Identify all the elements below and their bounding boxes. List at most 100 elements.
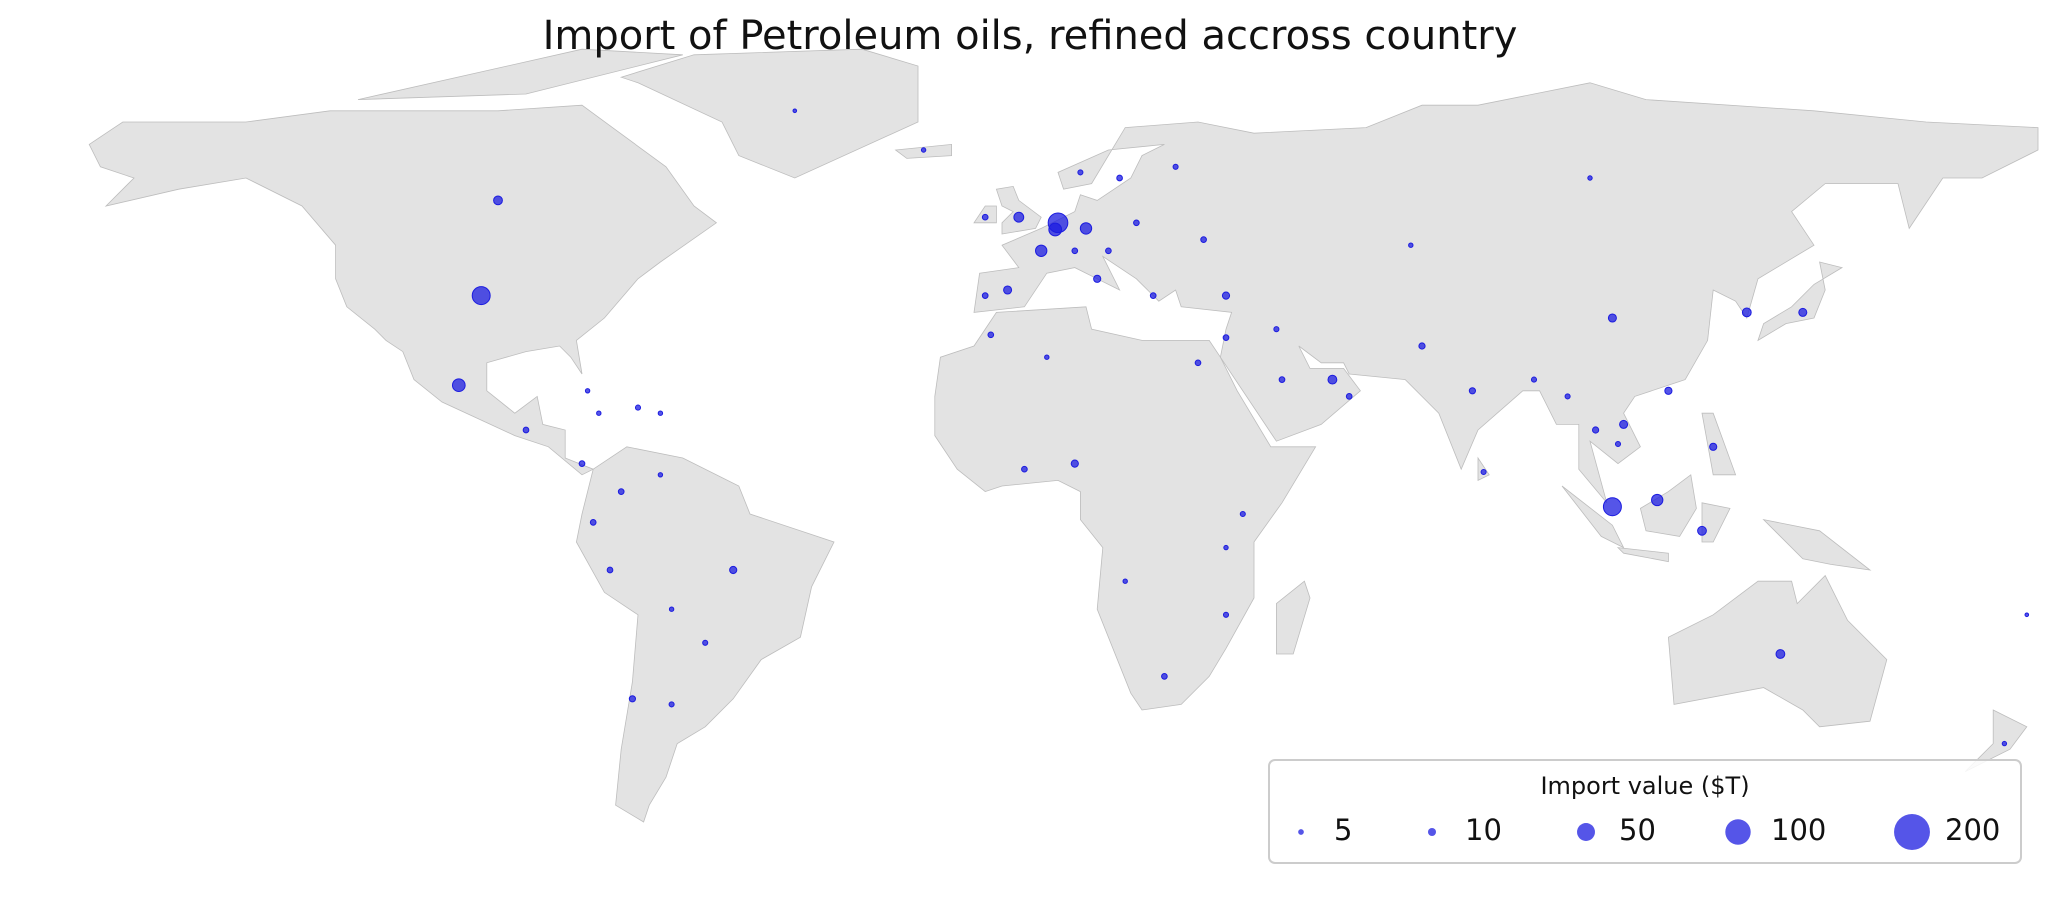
bubble (1223, 544, 1229, 551)
bubble (1071, 247, 1079, 255)
bubble (702, 639, 709, 646)
bubble (1408, 242, 1414, 248)
bubble (1105, 247, 1112, 255)
land-shape (995, 185, 1042, 235)
bubble (668, 606, 675, 612)
bubble (578, 460, 586, 467)
land-shape (1276, 580, 1311, 655)
land-shape (973, 82, 2039, 504)
bubble (668, 701, 675, 708)
bubble (1591, 426, 1600, 434)
bubble (1614, 440, 1622, 448)
bubble (1619, 419, 1629, 429)
land-shape (934, 306, 1317, 711)
land-shape (357, 48, 683, 100)
legend-bubble (1894, 814, 1930, 850)
bubble (1602, 497, 1622, 517)
bubble (1468, 387, 1477, 395)
bubble (1607, 313, 1617, 323)
legend-bubble (1298, 829, 1304, 835)
land-shape (619, 48, 919, 179)
bubble (634, 404, 642, 411)
bubble (1697, 525, 1707, 536)
legend-label: 100 (1771, 813, 1826, 847)
bubble (981, 213, 989, 221)
bubble (1741, 307, 1752, 318)
legend-bubble (1427, 827, 1437, 837)
bubble (1327, 374, 1338, 385)
bubble (1530, 376, 1538, 383)
bubble (628, 695, 637, 703)
land-shape (1639, 474, 1697, 537)
bubble (792, 108, 798, 114)
bubble (1480, 468, 1487, 476)
bubble (451, 378, 466, 393)
bubble (1221, 291, 1231, 300)
bubble (1003, 285, 1013, 295)
bubble (657, 472, 664, 478)
legend-label: 10 (1465, 813, 1502, 847)
bubble (1044, 354, 1050, 360)
bubble (2001, 740, 2008, 747)
bubble (1345, 393, 1353, 400)
land-shape (575, 446, 835, 823)
bubble (1278, 376, 1286, 383)
land-shape (1701, 412, 1737, 476)
bubble (1194, 359, 1202, 367)
bubble (471, 286, 491, 306)
bubble (1564, 393, 1571, 400)
bubble (1798, 307, 1808, 317)
legend-label: 5 (1334, 813, 1352, 847)
legend-label: 50 (1619, 813, 1656, 847)
bubble (1048, 222, 1063, 237)
bubble (1013, 211, 1025, 223)
land-shape (1616, 547, 1669, 563)
bubble (1070, 459, 1079, 468)
bubble (1587, 175, 1593, 181)
bubble (589, 519, 597, 526)
bubble (1664, 386, 1673, 395)
bubble (1122, 578, 1128, 584)
bubble (1079, 222, 1093, 235)
land (88, 48, 2039, 823)
bubble (1133, 219, 1140, 227)
bubble (1035, 244, 1048, 257)
legend-title: Import value ($T) (1540, 772, 1749, 800)
land-shape (88, 104, 718, 476)
chart-title: Import of Petroleum oils, refined accros… (543, 13, 1518, 59)
bubble (522, 426, 530, 434)
legend-box (1268, 759, 2022, 864)
bubble (1273, 326, 1280, 333)
bubble (1775, 649, 1786, 659)
bubble (981, 292, 989, 299)
bubble (657, 410, 664, 416)
legend-label: 200 (1945, 813, 2000, 847)
legend-bubble (1577, 823, 1595, 841)
bubble (617, 488, 625, 495)
bubble (1222, 334, 1230, 341)
land-shape (1701, 502, 1731, 543)
bubble (2024, 612, 2030, 618)
bubble (1239, 510, 1246, 518)
bubble (1161, 673, 1168, 680)
bubble (493, 195, 503, 206)
bubble (1077, 169, 1084, 176)
bubble (584, 388, 591, 394)
bubble (1149, 292, 1157, 299)
bubble (1651, 493, 1664, 507)
bubble (596, 410, 602, 416)
bubble (920, 147, 927, 153)
bubble (1222, 611, 1230, 618)
bubble (1418, 342, 1426, 350)
bubble (1093, 274, 1102, 283)
bubble (1116, 174, 1123, 182)
bubble (1172, 163, 1179, 170)
bubble (1200, 236, 1207, 243)
bubble (987, 331, 995, 339)
land-shape (1757, 261, 1844, 342)
legend-bubble (1725, 819, 1751, 845)
land-shape (1762, 518, 1872, 571)
bubble (1021, 465, 1028, 473)
